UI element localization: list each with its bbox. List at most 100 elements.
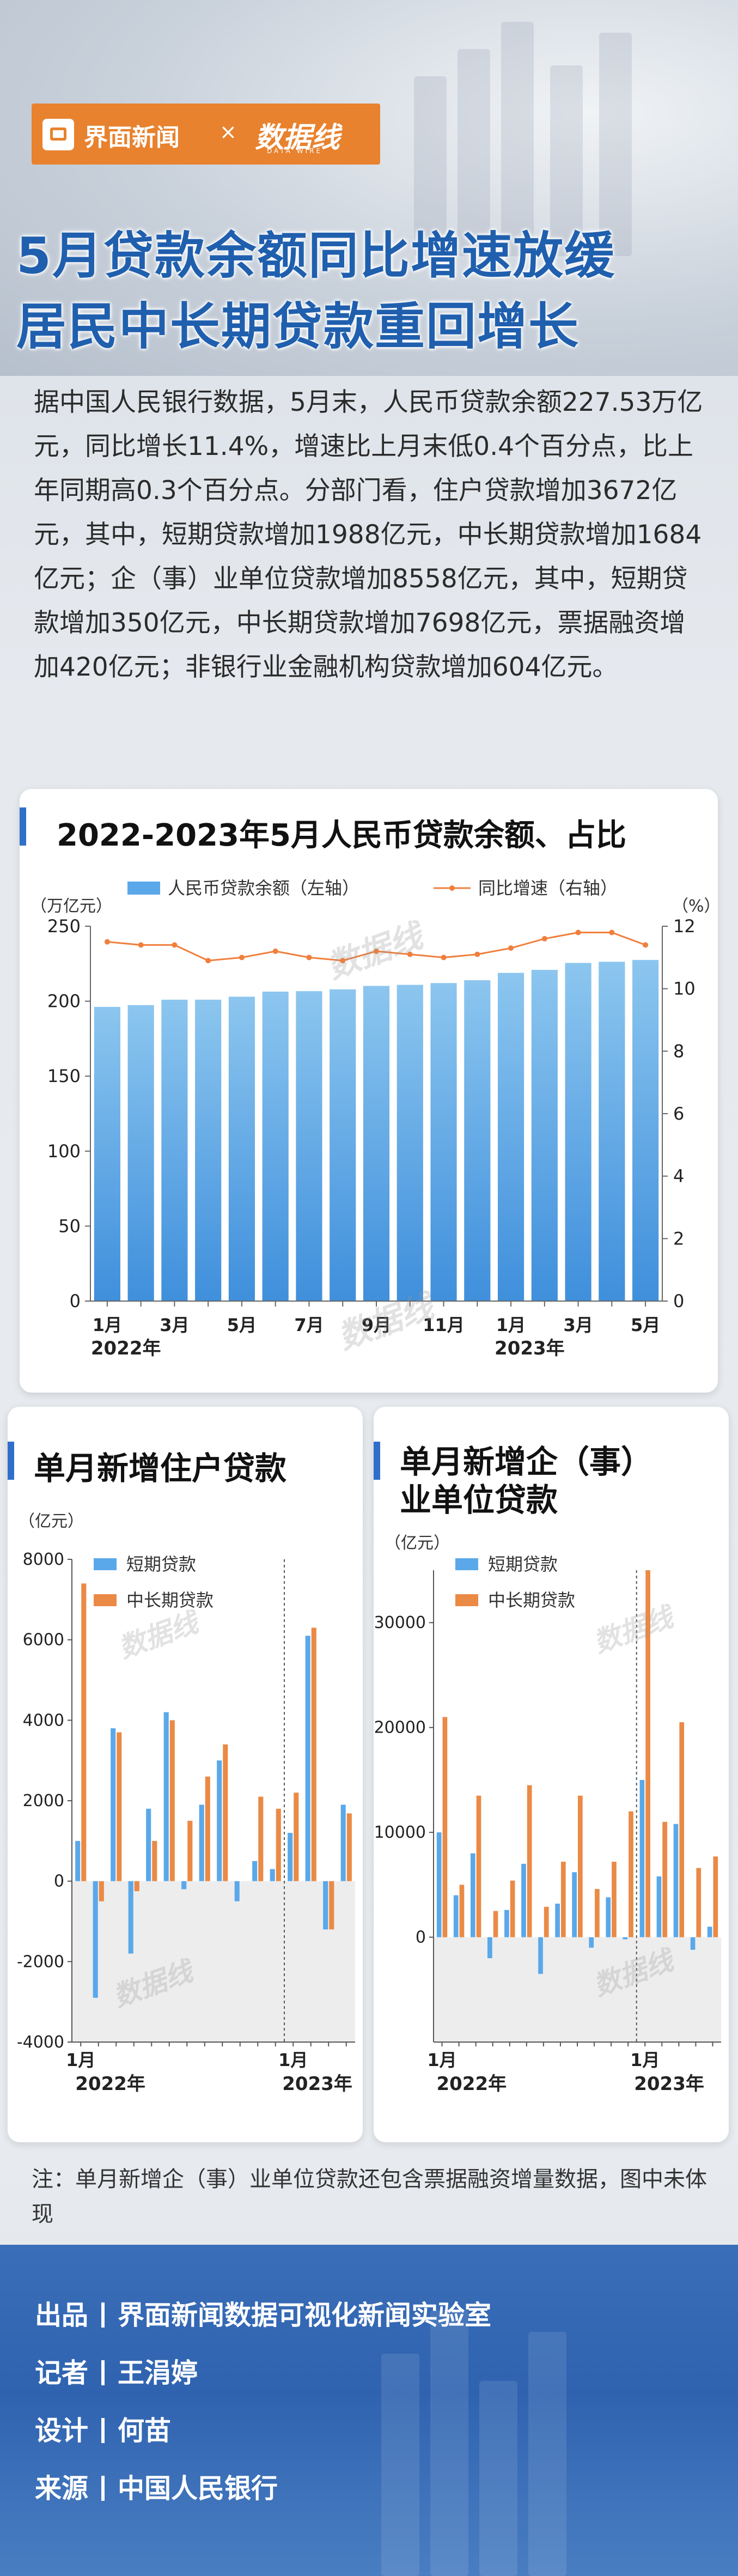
long-term-bar	[713, 1856, 718, 1937]
balance-bar	[94, 1007, 120, 1301]
divider	[101, 2302, 105, 2328]
brand-times: ×	[219, 120, 237, 144]
long-term-bar	[311, 1627, 316, 1881]
short-term-bar	[217, 1760, 222, 1881]
x-tick-label: 1月	[66, 2050, 95, 2070]
long-term-bar	[493, 1911, 498, 1937]
coin-stack-decoration	[381, 2354, 419, 2576]
y-tick-label: 0	[54, 1872, 64, 1891]
legend-swatch-balance	[127, 882, 160, 895]
y-tick-label: 6000	[23, 1631, 64, 1650]
coin-stack-decoration	[430, 2310, 468, 2576]
credit-reporter: 记者 王涓婷	[35, 2352, 198, 2390]
enterprise-chart-card: 单月新增企（事） 业单位贷款 （亿元） 短期贷款 中长期贷款 0 10000 20000 3…	[374, 1407, 729, 2142]
y-tick-label: 10000	[374, 1823, 426, 1842]
x-tick-label: 7月	[294, 1315, 324, 1335]
legend-swatch-short	[455, 1558, 478, 1570]
balance-bar	[464, 980, 491, 1301]
header-background	[0, 0, 738, 376]
page-title-line1: 5月贷款余额同比增速放缓	[16, 227, 616, 285]
balance-bar	[262, 991, 289, 1301]
data-brand-logo: 数据线	[255, 121, 340, 154]
short-term-bar	[589, 1937, 594, 1948]
balance-bar	[228, 997, 255, 1301]
balance-bar	[330, 989, 356, 1301]
short-term-bar	[111, 1728, 116, 1881]
y-tick-label: 2000	[23, 1791, 64, 1811]
year-label: 2023年	[282, 2073, 352, 2095]
brand-logo-inner	[50, 127, 66, 141]
growth-point	[541, 935, 547, 941]
right-axis-unit: （%）	[672, 897, 718, 916]
balance-bar	[161, 999, 188, 1301]
x-tick-label: 5月	[227, 1315, 257, 1335]
short-term-bar	[181, 1881, 187, 1890]
year-label: 2023年	[634, 2073, 704, 2095]
y-tick-label-right: 8	[673, 1041, 684, 1061]
y-tick-label-left: 0	[70, 1291, 81, 1311]
growth-point	[575, 929, 581, 935]
balance-bar	[363, 986, 390, 1301]
year-label: 2022年	[75, 2073, 145, 2095]
coin-stack-decoration	[501, 22, 534, 256]
y-tick-label-right: 6	[673, 1103, 684, 1124]
credit-label: 来源	[35, 2473, 89, 2504]
long-term-bar	[459, 1885, 465, 1937]
long-term-bar	[544, 1906, 549, 1937]
long-term-bar	[134, 1881, 139, 1892]
short-term-bar	[470, 1853, 475, 1937]
growth-point	[138, 942, 144, 948]
credit-value: 界面新闻数据可视化新闻实验室	[118, 2300, 492, 2331]
legend-label-growth: 同比增速（右轴）	[478, 878, 618, 898]
short-term-bar	[606, 1897, 611, 1937]
growth-point	[272, 948, 278, 954]
credit-producer: 出品 界面新闻数据可视化新闻实验室	[35, 2294, 491, 2332]
growth-point	[407, 951, 413, 957]
y-tick-label-right: 2	[673, 1228, 684, 1249]
credit-designer: 设计 何苗	[35, 2409, 171, 2448]
balance-bar	[531, 970, 558, 1301]
growth-point	[441, 955, 447, 961]
long-term-bar	[117, 1732, 122, 1881]
long-term-bar	[476, 1795, 481, 1937]
credit-label: 记者	[35, 2358, 89, 2389]
credit-label: 出品	[35, 2300, 89, 2331]
long-term-bar	[99, 1881, 104, 1901]
short-term-bar	[93, 1881, 98, 1998]
short-term-bar	[707, 1927, 712, 1937]
coin-stack-decoration	[458, 49, 490, 256]
x-tick-label: 1月	[427, 2050, 456, 2070]
short-term-bar	[305, 1636, 310, 1881]
short-term-bar	[572, 1872, 577, 1937]
coin-stack-decoration	[479, 2381, 517, 2576]
long-term-bar	[662, 1821, 667, 1937]
card-accent	[374, 1442, 380, 1480]
short-term-bar	[163, 1712, 169, 1881]
y-tick-label: 8000	[23, 1550, 64, 1569]
long-term-bar	[346, 1813, 352, 1881]
balance-bar	[565, 963, 591, 1301]
growth-point	[239, 955, 245, 961]
short-term-bar	[504, 1910, 509, 1937]
y-tick-label-left: 150	[47, 1066, 81, 1086]
long-term-bar	[169, 1720, 175, 1881]
balance-chart-card: 2022-2023年5月人民币贷款余额、占比 人民币贷款余额（左轴） 同比增速（右…	[20, 789, 718, 1393]
balance-bar	[497, 973, 524, 1301]
y-tick-label-left: 250	[47, 916, 81, 937]
balance-bar	[397, 985, 423, 1301]
negative-region	[434, 1937, 721, 2042]
x-tick-label: 1月	[278, 2050, 308, 2070]
short-term-bar	[538, 1937, 543, 1974]
long-term-bar	[258, 1796, 264, 1881]
short-term-bar	[75, 1840, 81, 1881]
credit-value: 何苗	[118, 2415, 172, 2446]
short-term-bar	[555, 1903, 560, 1937]
brand-name: 界面新闻	[84, 124, 180, 151]
balance-bar	[127, 1005, 154, 1301]
short-term-bar	[623, 1937, 628, 1940]
balance-chart-svg: 人民币贷款余额（左轴） 同比增速（右轴）（万亿元） （%）0501001502002…	[31, 878, 718, 1359]
y-axis-unit: （亿元）	[385, 1534, 450, 1553]
short-term-bar	[146, 1808, 151, 1881]
long-term-bar	[527, 1785, 532, 1937]
